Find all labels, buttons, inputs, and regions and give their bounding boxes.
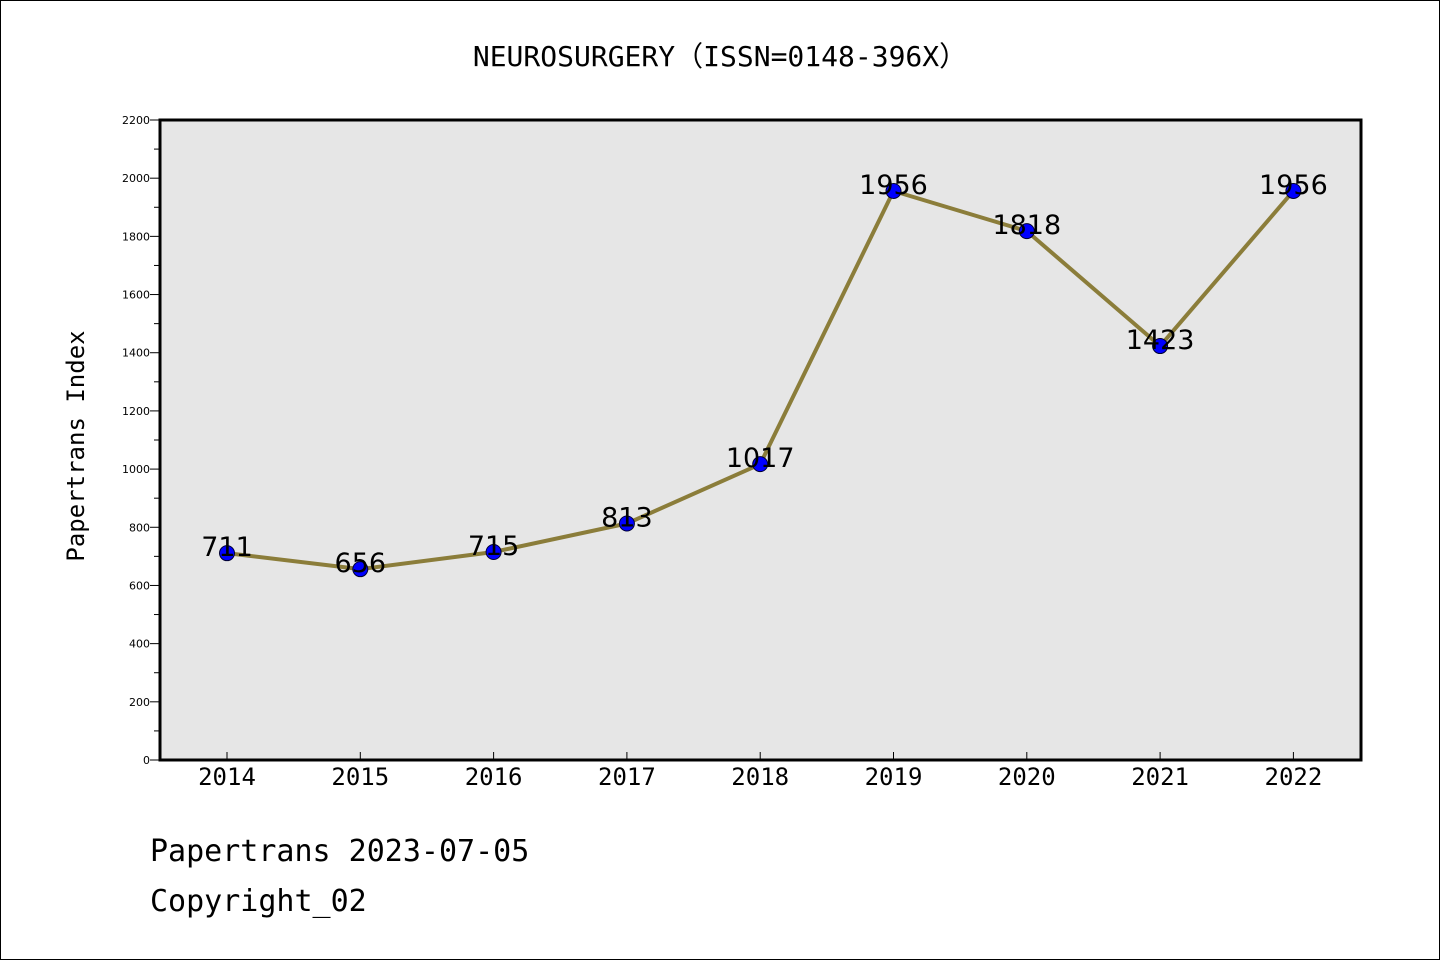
x-tick-label: 2018 bbox=[731, 763, 789, 791]
data-point bbox=[752, 456, 769, 473]
data-label: 1956 bbox=[859, 170, 928, 201]
x-tick-label: 2014 bbox=[198, 763, 256, 791]
data-label: 813 bbox=[601, 502, 653, 533]
y-tick-label: 1000 bbox=[122, 463, 150, 476]
y-tick-label: 2000 bbox=[122, 172, 150, 185]
data-point bbox=[618, 515, 635, 532]
y-tick-label: 0 bbox=[143, 754, 150, 767]
y-tick-label: 1800 bbox=[122, 230, 150, 243]
y-tick-label: 1400 bbox=[122, 347, 150, 360]
data-label: 711 bbox=[201, 532, 253, 563]
data-point bbox=[485, 544, 502, 560]
data-label: 1423 bbox=[1126, 325, 1195, 356]
x-tick-label: 2017 bbox=[598, 763, 656, 791]
x-tick-label: 2019 bbox=[865, 763, 923, 791]
y-axis-label: Papertrans Index bbox=[62, 330, 90, 561]
y-tick-label: 200 bbox=[129, 696, 150, 709]
data-point bbox=[1285, 182, 1302, 199]
data-label: 656 bbox=[335, 548, 387, 579]
y-tick-label: 1200 bbox=[122, 405, 150, 418]
y-tick-label: 600 bbox=[129, 579, 150, 592]
y-tick-label: 800 bbox=[129, 521, 150, 534]
y-tick-label: 2200 bbox=[122, 114, 150, 127]
series-markers bbox=[219, 182, 1302, 578]
x-tick-label: 2021 bbox=[1131, 763, 1189, 791]
data-label: 715 bbox=[468, 531, 520, 562]
x-tick-label: 2022 bbox=[1265, 763, 1323, 791]
x-tick-label: 2015 bbox=[331, 763, 389, 791]
x-axis-ticks: 2014 2015 2016 2017 2018 2019 2020 2021 2022 bbox=[198, 752, 1322, 791]
data-point bbox=[1018, 223, 1035, 240]
data-point bbox=[1152, 338, 1169, 355]
plot-area bbox=[158, 118, 1363, 762]
data-point bbox=[219, 545, 235, 562]
y-tick-label: 400 bbox=[129, 638, 150, 651]
footer-copyright: Copyright_02 bbox=[150, 884, 367, 919]
x-tick-label: 2020 bbox=[998, 763, 1056, 791]
data-label: 1956 bbox=[1259, 170, 1328, 201]
y-axis-ticks: 0 200 400 600 800 1000 1200 1400 1600 1800 2000 220… bbox=[122, 114, 160, 767]
data-label: 1818 bbox=[992, 210, 1061, 241]
data-point bbox=[885, 182, 902, 199]
chart-title: NEUROSURGERY（ISSN=0148-396X） bbox=[473, 40, 967, 73]
footer-date: Papertrans 2023-07-05 bbox=[150, 834, 530, 869]
x-tick-label: 2016 bbox=[465, 763, 523, 791]
y-tick-label: 1600 bbox=[122, 289, 150, 302]
data-label: 1017 bbox=[726, 443, 795, 474]
data-point bbox=[352, 561, 369, 578]
data-labels: 711 656 715 813 1017 1956 1818 1423 1956 bbox=[201, 170, 1328, 579]
